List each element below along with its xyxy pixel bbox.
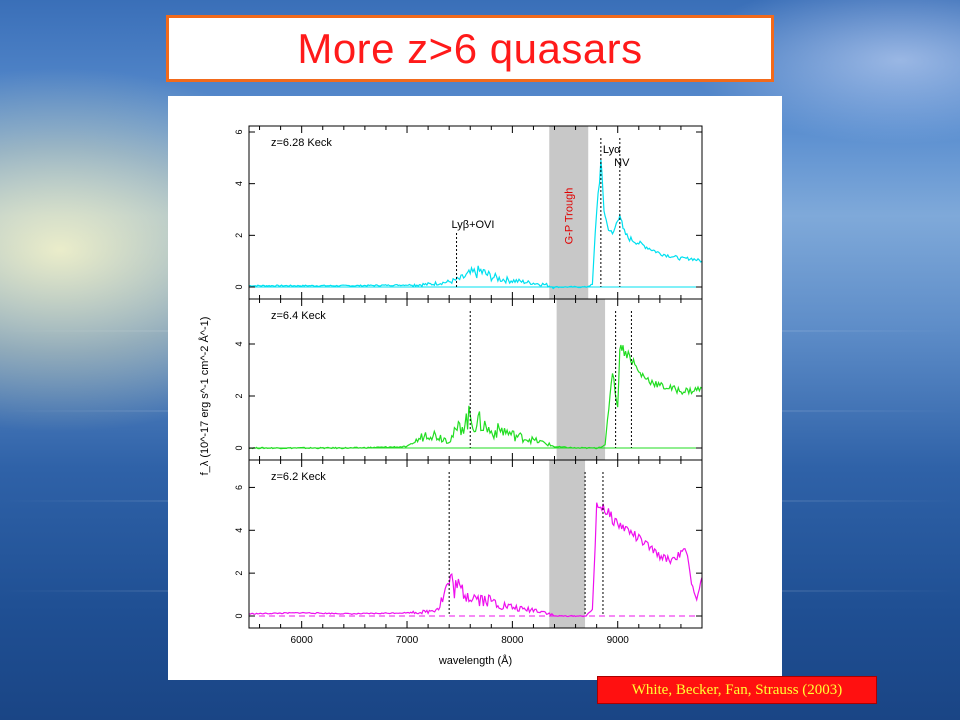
spectrum-line (248, 502, 703, 618)
x-axis-label: wavelength (Å) (438, 654, 512, 667)
x-tick-label: 8000 (501, 635, 524, 646)
y-tick-label: 4 (234, 181, 244, 186)
y-tick-label: 0 (234, 445, 244, 450)
y-tick-label: 4 (234, 528, 244, 533)
line-label: NV (614, 157, 630, 169)
y-tick-label: 2 (234, 571, 244, 576)
panel-label: z=6.2 Keck (271, 471, 326, 483)
panel-label: z=6.28 Keck (271, 137, 332, 149)
trough-band (549, 126, 589, 299)
y-tick-label: 2 (234, 233, 244, 238)
y-tick-label: 0 (234, 613, 244, 618)
y-tick-label: 6 (234, 129, 244, 134)
slide-title-box: More z>6 quasars (166, 15, 774, 82)
trough-band (556, 299, 606, 460)
y-tick-label: 6 (234, 485, 244, 490)
line-label: Lyα (603, 144, 621, 156)
citation-box: White, Becker, Fan, Strauss (2003) (597, 676, 877, 704)
panel-frame (248, 298, 703, 461)
x-tick-label: 9000 (607, 635, 630, 646)
y-tick-label: 0 (234, 284, 244, 289)
x-tick-label: 7000 (396, 635, 419, 646)
citation-text: White, Becker, Fan, Strauss (2003) (631, 681, 843, 698)
figure-panel: G-P Trough Lyβ+OVI Lyα NV z=6.28 Keck 0 2 4 6 z=6… (168, 96, 782, 680)
spectrum-line (248, 159, 703, 290)
panel-frame (248, 459, 703, 629)
trough-band (549, 460, 586, 628)
line-label: Lyβ+OVI (452, 219, 495, 231)
slide-title: More z>6 quasars (297, 24, 643, 72)
panel-label: z=6.4 Keck (271, 310, 326, 322)
trough-label: G-P Trough (564, 188, 576, 245)
spectrum-line (248, 344, 703, 450)
y-axis-label: f_λ (10^-17 erg s^-1 cm^-2 Å^-1) (198, 317, 211, 476)
y-tick-label: 2 (234, 393, 244, 398)
x-tick-label: 6000 (291, 635, 314, 646)
y-tick-label: 4 (234, 341, 244, 346)
